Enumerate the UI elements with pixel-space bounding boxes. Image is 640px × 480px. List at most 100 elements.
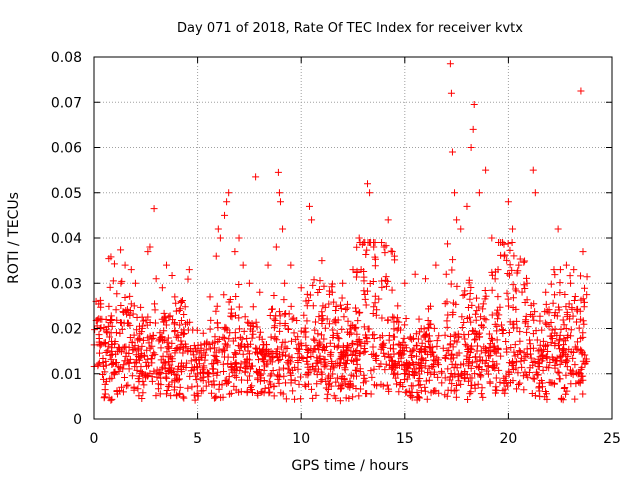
band-point [329, 370, 337, 378]
band-point [418, 354, 426, 362]
data-point [252, 173, 260, 181]
data-point [206, 293, 214, 301]
data-point [482, 166, 490, 174]
band-point [290, 329, 298, 337]
band-point [481, 286, 489, 294]
band-point [498, 326, 506, 334]
band-point [311, 336, 319, 344]
band-point [468, 359, 476, 367]
band-point [560, 347, 568, 355]
band-point [343, 360, 351, 368]
data-point [446, 60, 454, 68]
band-point [561, 337, 569, 345]
band-point [449, 299, 457, 307]
band-point [172, 299, 180, 307]
band-point [486, 379, 494, 387]
band-point [244, 376, 252, 384]
band-point [202, 346, 210, 354]
band-point [177, 366, 185, 374]
band-point [467, 388, 475, 396]
band-point [576, 379, 584, 387]
band-point [137, 303, 145, 311]
band-point [106, 283, 114, 291]
band-point [556, 289, 564, 297]
data-point [447, 89, 455, 97]
band-point [401, 376, 409, 384]
band-point [301, 381, 309, 389]
data-point [451, 189, 459, 197]
band-point [237, 388, 245, 396]
band-point [394, 302, 402, 310]
data-point [171, 293, 179, 301]
band-point [400, 365, 408, 373]
band-point [414, 393, 422, 401]
band-point [480, 343, 488, 351]
data-point [577, 87, 585, 95]
band-point [96, 315, 104, 323]
band-point [551, 342, 559, 350]
band-point [270, 392, 278, 400]
band-point [166, 312, 174, 320]
band-point [156, 369, 164, 377]
band-point [308, 362, 316, 370]
band-point [548, 332, 555, 340]
band-point [334, 334, 342, 342]
band-point [338, 325, 346, 333]
band-point [351, 352, 359, 360]
data-point [531, 189, 539, 197]
band-point [160, 359, 168, 367]
band-point [162, 358, 170, 366]
band-point [509, 357, 517, 365]
band-point [199, 387, 207, 395]
band-point [214, 368, 222, 376]
band-point [416, 374, 424, 382]
band-point [258, 388, 266, 396]
band-point [159, 363, 167, 371]
band-point [106, 375, 114, 383]
band-point [129, 310, 137, 318]
band-point [583, 357, 591, 365]
band-point [425, 324, 433, 332]
band-point [382, 282, 390, 290]
band-point [526, 350, 534, 358]
band-point [215, 385, 223, 393]
data-point [223, 198, 231, 206]
band-point [466, 289, 474, 297]
band-point [168, 364, 176, 372]
band-point [261, 362, 269, 370]
band-point [514, 369, 522, 377]
band-point [400, 334, 408, 342]
band-point [171, 326, 179, 334]
band-point [210, 394, 218, 402]
band-point [359, 379, 367, 387]
band-point [516, 255, 524, 263]
band-point [562, 325, 570, 333]
band-point [529, 344, 537, 352]
band-point [245, 372, 253, 380]
band-point [275, 366, 283, 374]
band-point [506, 261, 514, 269]
band-point [148, 377, 156, 385]
band-point [157, 344, 165, 352]
band-point [123, 310, 131, 318]
band-point [547, 280, 555, 288]
band-point [557, 325, 565, 333]
band-point [310, 335, 318, 343]
band-point [385, 387, 393, 395]
band-point [190, 391, 198, 399]
band-point [472, 316, 480, 324]
band-point [428, 362, 436, 370]
band-point [479, 393, 487, 401]
band-point [503, 289, 511, 297]
band-point [314, 330, 322, 338]
band-point [287, 337, 295, 345]
band-point [214, 324, 222, 332]
band-point [118, 277, 126, 285]
band-point [139, 389, 147, 397]
band-point [412, 352, 420, 360]
band-point [118, 325, 126, 333]
band-point [454, 333, 462, 341]
band-point [541, 342, 549, 350]
band-point [277, 343, 285, 351]
band-point [421, 383, 429, 391]
